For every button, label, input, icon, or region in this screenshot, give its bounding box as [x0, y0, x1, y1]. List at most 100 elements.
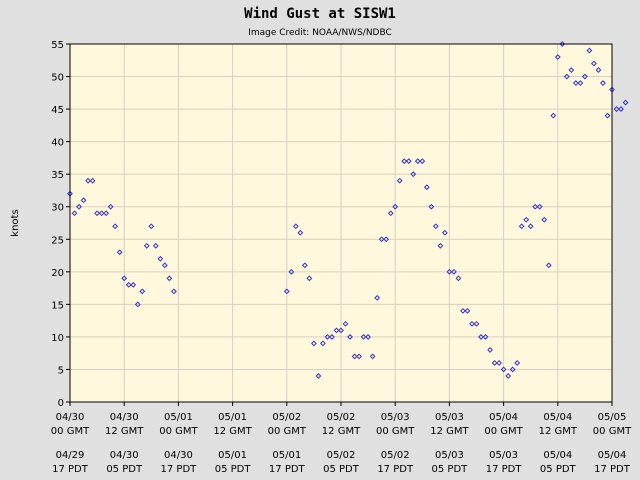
x-tick-gmt-date: 05/01: [164, 412, 193, 423]
x-tick-local-date: 05/02: [381, 450, 410, 461]
data-point: [157, 255, 164, 262]
data-point: [600, 80, 606, 86]
x-tick-gmt-date: 04/30: [110, 412, 139, 423]
data-point: [500, 366, 507, 373]
data-point: [554, 54, 561, 60]
data-point: [166, 275, 173, 282]
data-point: [437, 242, 444, 249]
data-point: [360, 334, 367, 340]
data-point: [134, 301, 141, 308]
data-point: [333, 327, 340, 334]
data-point: [509, 366, 516, 373]
x-tick-gmt-time: 12 GMT: [430, 426, 469, 437]
data-point: [496, 360, 502, 366]
y-tick-label: 50: [51, 73, 64, 84]
data-point: [148, 223, 155, 230]
data-point: [383, 236, 390, 243]
data-point: [351, 353, 358, 360]
x-tick-local-date: 05/04: [543, 450, 572, 461]
x-tick-local-date: 05/03: [489, 450, 518, 461]
data-point: [288, 268, 295, 275]
data-point: [143, 242, 150, 249]
x-tick-local-time: 05 PDT: [323, 464, 360, 475]
data-point: [505, 373, 512, 379]
data-point: [71, 210, 78, 217]
data-point: [487, 347, 493, 353]
data-points: [67, 41, 629, 379]
data-point: [405, 158, 412, 165]
data-point: [604, 112, 611, 119]
x-tick-local-time: 05 PDT: [106, 464, 143, 475]
data-point: [423, 184, 430, 191]
data-point: [451, 268, 457, 275]
data-point: [342, 320, 349, 327]
data-point: [396, 177, 403, 184]
x-tick-gmt-date: 04/30: [56, 412, 85, 423]
data-point: [514, 360, 521, 366]
data-point: [622, 99, 629, 106]
y-tick-label: 40: [51, 138, 64, 149]
x-tick-gmt-date: 05/01: [218, 412, 247, 423]
data-point: [297, 229, 304, 236]
data-point: [356, 353, 362, 360]
data-point: [441, 229, 448, 236]
data-point: [518, 223, 525, 230]
y-tick-label: 20: [51, 268, 64, 279]
data-point: [464, 307, 471, 314]
x-tick-gmt-time: 12 GMT: [539, 426, 578, 437]
data-point: [85, 177, 91, 184]
x-tick-gmt-time: 00 GMT: [159, 426, 198, 437]
x-tick-gmt-date: 05/03: [435, 412, 464, 423]
data-point: [170, 288, 177, 295]
y-axis: 0 5 10 15 20 25 30 35 40 45 50 55: [51, 40, 70, 409]
data-point: [473, 320, 480, 327]
data-point: [306, 275, 313, 282]
x-tick-gmt-date: 05/02: [327, 412, 356, 423]
x-tick-gmt-date: 05/04: [489, 412, 518, 423]
data-point: [478, 334, 484, 340]
data-point: [536, 203, 543, 210]
data-point: [392, 203, 399, 210]
x-tick-gmt-time: 00 GMT: [484, 426, 523, 437]
data-point: [80, 197, 87, 204]
y-tick-label: 5: [58, 365, 64, 376]
y-axis-label: knots: [10, 209, 21, 236]
x-axis: 04/30 00 GMT 04/29 17 PDT 04/30 12 GMT 04/30 05…: [51, 402, 632, 475]
data-point: [568, 67, 575, 73]
data-point: [283, 288, 290, 295]
x-tick-local-date: 05/01: [272, 450, 301, 461]
data-point: [586, 47, 593, 54]
data-point: [432, 223, 439, 230]
data-point: [121, 275, 128, 282]
data-point: [545, 262, 552, 269]
y-tick-label: 25: [51, 235, 64, 246]
data-point: [324, 334, 331, 340]
x-tick-gmt-date: 05/03: [381, 412, 410, 423]
x-tick-gmt-time: 12 GMT: [322, 426, 361, 437]
data-point: [455, 275, 462, 282]
y-tick-label: 35: [51, 170, 64, 181]
data-point: [76, 203, 82, 210]
data-point: [130, 281, 137, 288]
data-point: [541, 216, 548, 223]
data-point: [460, 307, 466, 314]
data-point: [419, 158, 426, 165]
data-point: [310, 340, 317, 347]
x-tick-local-date: 04/30: [164, 450, 193, 461]
y-tick-label: 45: [51, 105, 64, 116]
data-point: [301, 262, 308, 269]
x-tick-local-time: 05 PDT: [540, 464, 577, 475]
data-point: [347, 334, 353, 340]
x-tick-local-date: 05/03: [435, 450, 464, 461]
x-tick-local-time: 17 PDT: [377, 464, 414, 475]
data-point: [369, 353, 376, 360]
y-tick-label: 30: [51, 203, 64, 214]
x-tick-gmt-date: 05/05: [598, 412, 627, 423]
data-point: [613, 106, 620, 112]
x-tick-local-time: 17 PDT: [594, 464, 631, 475]
data-point: [107, 203, 114, 210]
data-point: [320, 340, 326, 347]
data-point: [559, 41, 566, 47]
chart-title: Wind Gust at SISW1: [244, 6, 396, 22]
